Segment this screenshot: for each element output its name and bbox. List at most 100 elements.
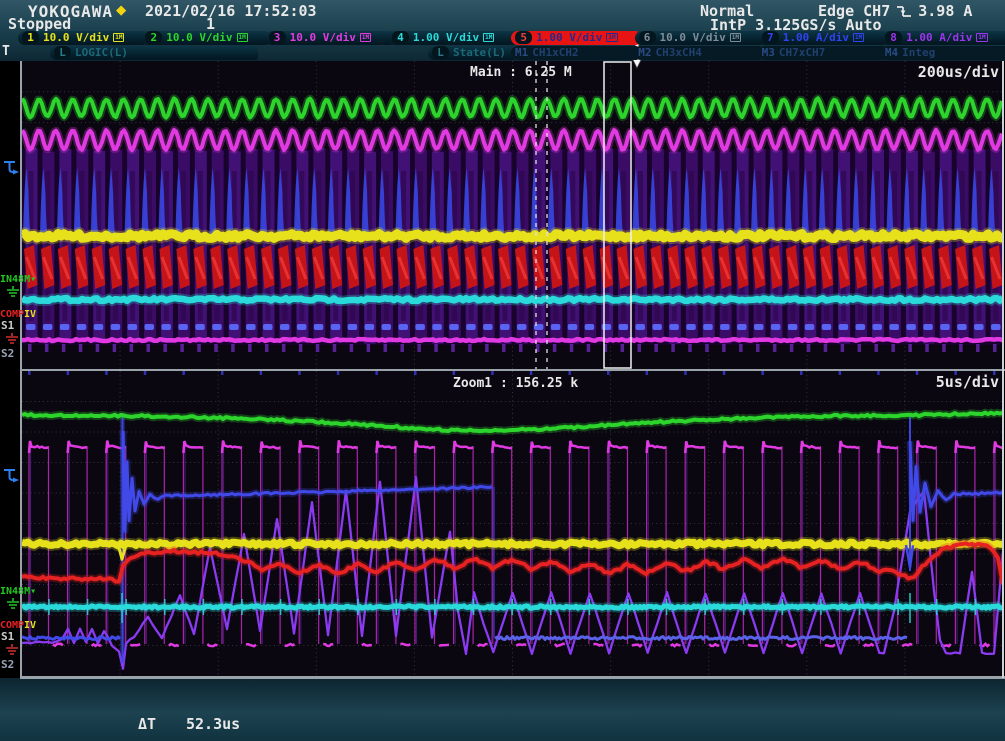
trace-ch3-magenta [22, 127, 1003, 153]
channel-number: 2 [145, 31, 163, 44]
channel-number: 5 [515, 31, 533, 44]
channel-number: 3 [268, 31, 286, 44]
channel-scale: 1.00 V/div [412, 31, 480, 44]
zoom-waveform-window: Zoom1 : 156.25 k 5us/div [22, 371, 1003, 676]
s2-label: S2 [1, 347, 15, 360]
acquisition-mode[interactable]: Normal [700, 2, 755, 20]
trigger-level: 3.98 A [918, 2, 973, 20]
math-tab-m2[interactable]: M2 CH3xCH4 [634, 45, 763, 60]
trigger-position-icon [3, 160, 20, 176]
trace-ch5-red-slabs [24, 245, 1003, 289]
trace-ch2-green [22, 96, 1003, 120]
comp-overlay-label: IV [24, 309, 37, 320]
impedance-1M-icon: 1M [359, 33, 372, 42]
s1-label: S1 [1, 630, 15, 643]
ground-icon [6, 598, 20, 610]
channel-number: 4 [391, 31, 409, 44]
main-window-bottom-border [20, 369, 1005, 371]
math-channel-id: M2 [638, 46, 652, 59]
ground-icon [5, 644, 19, 656]
trigger-settings[interactable]: Edge CH7 3.98 A [818, 3, 972, 19]
trace-ch7-blue-spike [904, 544, 915, 569]
channel-tab-1[interactable]: 1 10.0 V/div 1M [18, 30, 146, 45]
channel-number: 8 [885, 31, 903, 44]
impedance-1M-icon: 1M [113, 33, 125, 42]
main-timebase-label: 200us/div [918, 63, 999, 81]
trace-ch8-purple-triangle [22, 476, 1003, 670]
math-tab-m1[interactable]: M1 CH1xCH2 [511, 45, 639, 60]
channel-tab-2[interactable]: 2 10.0 V/div 1M [141, 30, 270, 45]
logic-tab-statel[interactable]: L State(L) [428, 45, 515, 60]
channel-number: 1 [22, 31, 39, 44]
math-expression: Integ [902, 46, 936, 59]
trigger-position-icon [3, 468, 20, 484]
math-channel-id: M3 [761, 46, 775, 59]
trace-ch7-blue-bottom-mid [494, 635, 908, 641]
zoom-window-left-border [20, 371, 22, 676]
trace-ch7-blue-mid-left [121, 430, 493, 533]
trace-ch7-blue-mid-right [908, 440, 1003, 522]
zoom-record-length-label: Zoom1 : 156.25 k [453, 376, 578, 391]
main-waveform-window: Main : 6.25 M 200us/div [22, 61, 1003, 369]
channel-tab-8[interactable]: 8 1.00 A/div 1M [881, 30, 1005, 45]
impedance-1M-icon: 1M [729, 33, 741, 42]
comp-overlay-label: IV [24, 620, 37, 631]
main-window-left-border [20, 61, 22, 369]
logic-pod-badge: L [54, 46, 71, 59]
impedance-1M-icon: 1M [976, 33, 988, 42]
trace-ch4-cyan [22, 294, 1003, 305]
math-channel-id: M1 [515, 46, 529, 59]
channel-scale: 1.00 A/div [782, 31, 850, 44]
math-expression: CH3xCH4 [655, 46, 702, 59]
trigger-type-source: Edge CH7 [818, 2, 891, 20]
impedance-1M-icon: 1M [483, 33, 495, 42]
channel-scale: 1.00 V/div [536, 31, 603, 44]
main-record-length-label: Main : 6.25 M [470, 65, 572, 80]
ground-icon [6, 286, 20, 298]
trace-ch1-yellow-notch [116, 544, 128, 561]
trace-ch5-red [22, 541, 1003, 585]
channel-tab-6[interactable]: 6 10.0 V/div 1M [634, 30, 763, 45]
window-right-border [1002, 61, 1004, 678]
s1-label: S1 [1, 319, 15, 332]
channel-scale: 10.0 V/div [289, 31, 356, 44]
run-state[interactable]: Stopped [8, 15, 72, 33]
logic-tab-logicl[interactable]: L LOGIC(L) [50, 45, 258, 60]
trace-ch1-yellow [22, 229, 1003, 243]
trace-ch2-green [22, 410, 1003, 434]
zoom-timebase-label: 5us/div [936, 373, 999, 391]
trace-ch1-yellow [22, 538, 1003, 550]
sample-rate: IntP 3.125GS/s Auto [710, 16, 882, 34]
channel-number: 6 [638, 31, 656, 44]
footer-bar [0, 678, 1005, 741]
channel-number: 7 [761, 31, 779, 44]
channel-tab-4[interactable]: 4 1.00 V/div 1M [387, 30, 516, 45]
logic-tab-label: State(L) [453, 46, 506, 59]
s2-label: S2 [1, 658, 15, 671]
bus-signal-label: IN48M▾ [0, 274, 37, 285]
impedance-1M-icon: 1M [853, 33, 865, 42]
impedance-1M-icon: 1M [236, 33, 248, 42]
channel-scale: 10.0 V/div [166, 31, 233, 44]
brand-logo: YOKOGAWA [28, 2, 114, 21]
acquisition-count: 1 [206, 15, 216, 33]
zoom-region-box[interactable] [603, 61, 632, 369]
math-tab-m3[interactable]: M3 CH7xCH7 [757, 45, 886, 60]
trigger-row-label: T [2, 44, 10, 59]
math-tab-m4[interactable]: M4 Integ [880, 45, 1005, 60]
comp-label: COMP [0, 309, 25, 320]
channel-tab-7[interactable]: 7 1.00 A/div 1M [757, 30, 886, 45]
trace-ch7-blue-dashes [26, 324, 1001, 330]
channel-tab-3[interactable]: 3 10.0 V/div 1M [264, 30, 393, 45]
zoom-window-bottom-border [20, 676, 1005, 679]
channel-tab-5[interactable]: 5 1.00 V/div 1M [511, 30, 640, 45]
channel-scale: 1.00 A/div [906, 31, 973, 44]
trace-ch7-blue-bottom-left [22, 635, 122, 641]
ground-icon [5, 333, 19, 345]
comp-label: COMP [0, 620, 25, 631]
math-channel-id: M4 [884, 46, 899, 59]
datetime-display: 2021/02/16 17:52:03 [145, 2, 317, 20]
math-expression: CH1xCH2 [532, 46, 579, 59]
brand-diamond-icon: ◆ [116, 0, 127, 20]
